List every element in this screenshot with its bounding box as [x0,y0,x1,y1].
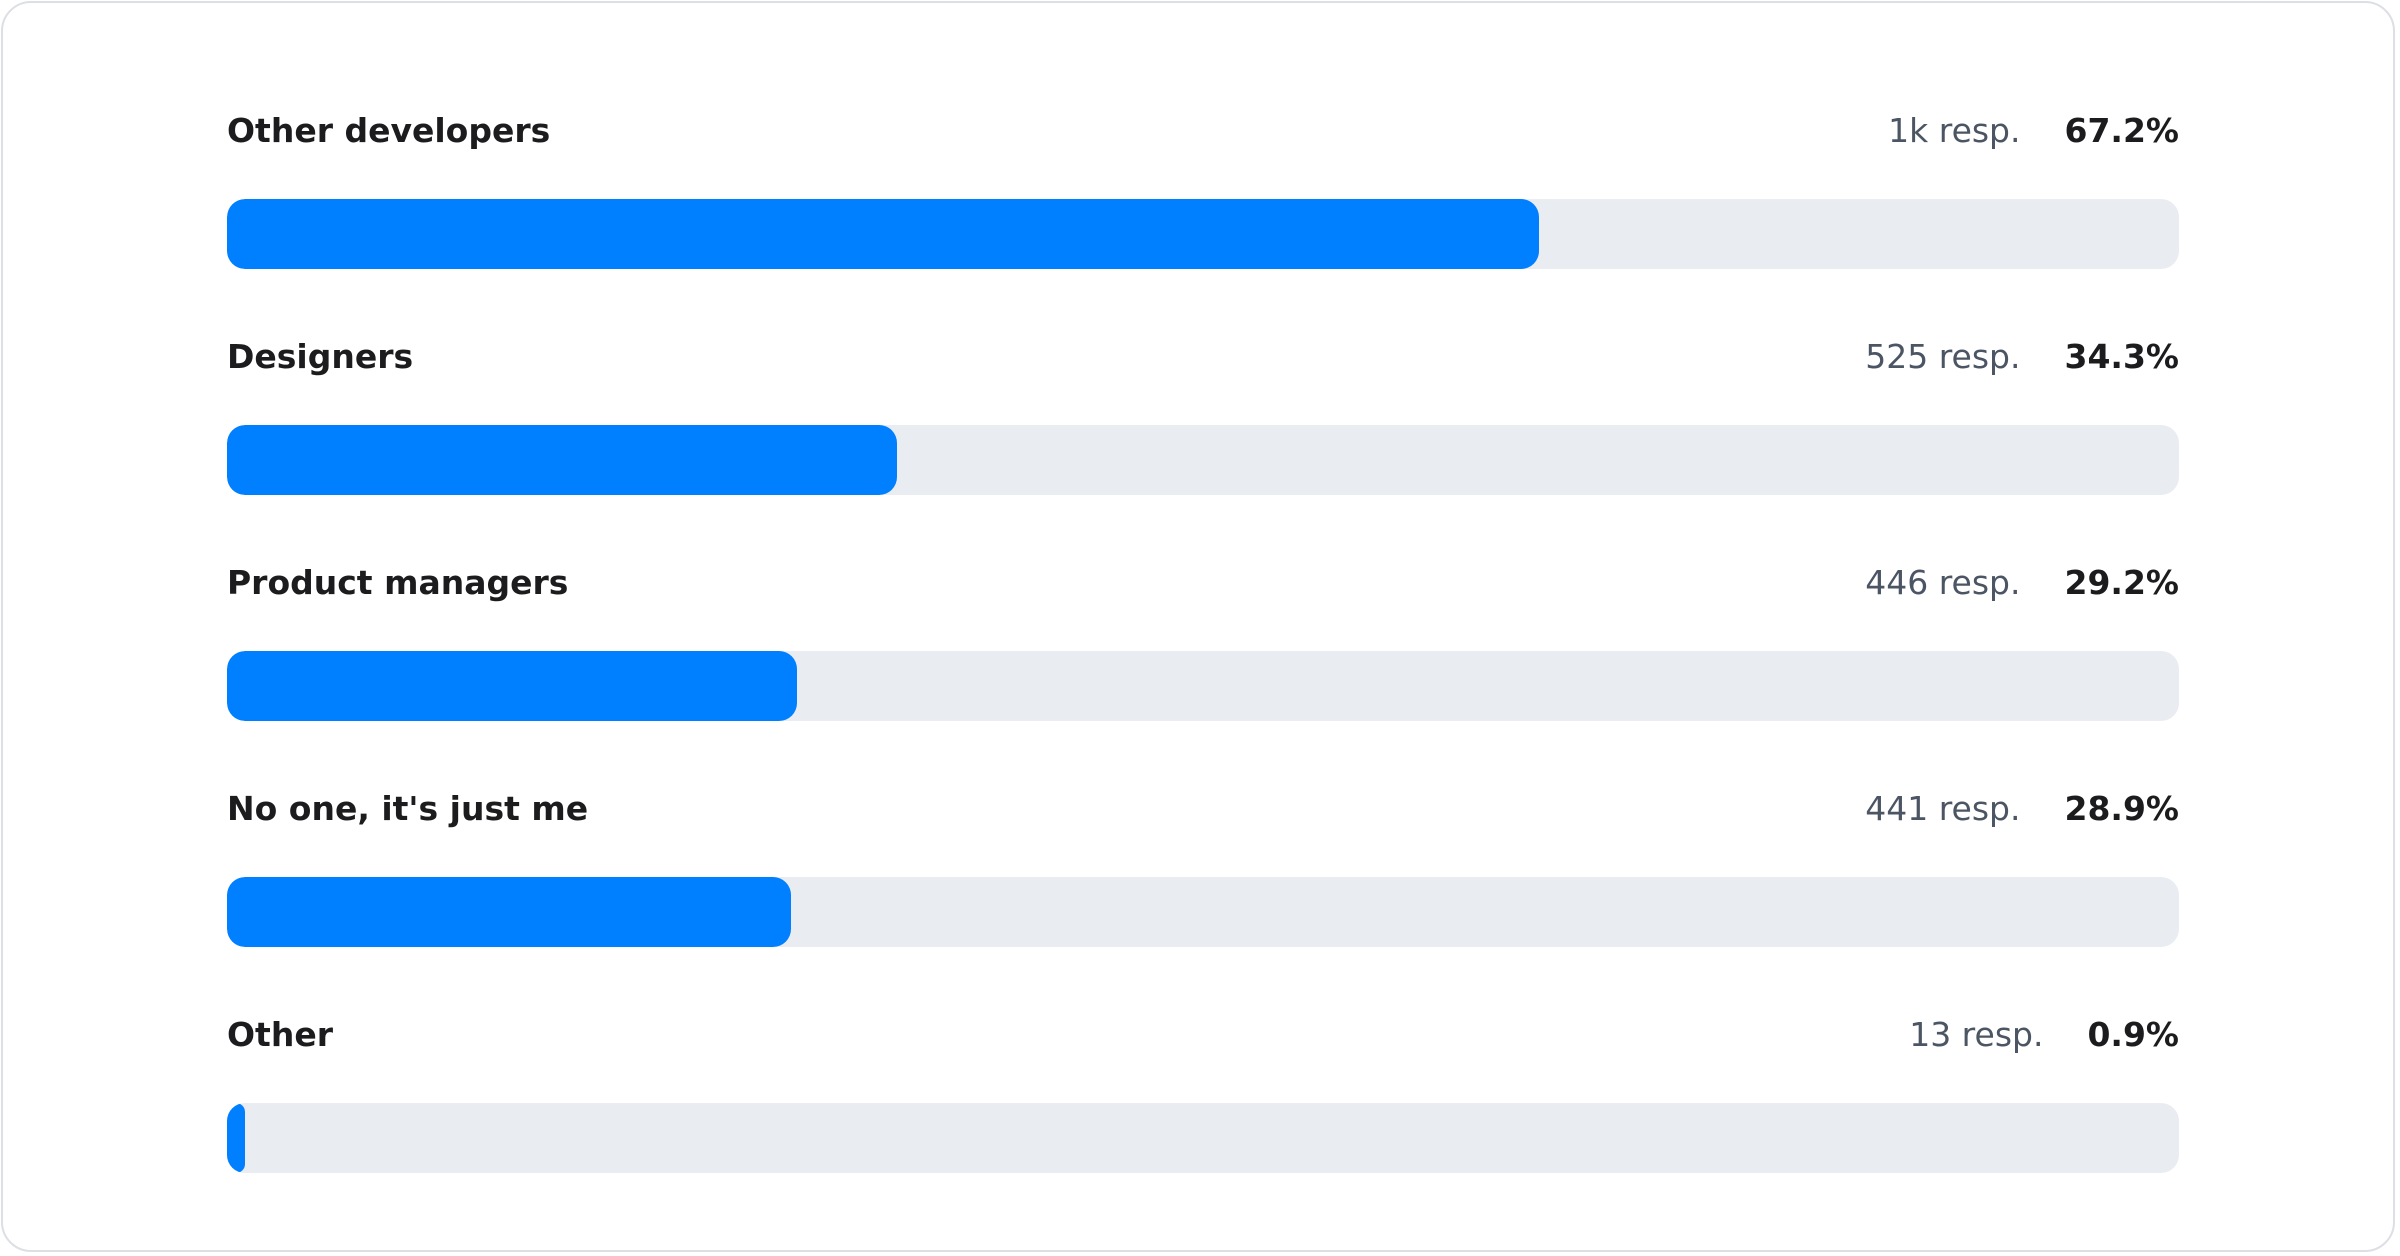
bar-fill [227,425,897,495]
bar-row: No one, it's just me 441 resp. 28.9% [227,779,2179,1005]
bar-fill [227,651,797,721]
response-count: 525 resp. [1865,336,2021,376]
bar-track [227,651,2179,721]
bar-row: Product managers 446 resp. 29.2% [227,553,2179,779]
bar-header: Product managers 446 resp. 29.2% [227,553,2179,611]
bar-header: No one, it's just me 441 resp. 28.9% [227,779,2179,837]
category-label: Other [227,1014,333,1054]
bar-track [227,425,2179,495]
response-count: 1k resp. [1888,110,2021,150]
category-label: Other developers [227,110,551,150]
bar-stats: 13 resp. 0.9% [1909,1015,2179,1054]
bar-list: Other developers 1k resp. 67.2% Designer… [227,101,2179,1203]
category-label: Designers [227,336,414,376]
percent-label: 34.3% [2064,336,2180,376]
bar-row: Other 13 resp. 0.9% [227,991,2179,1203]
bar-track [227,1103,2179,1173]
bar-row: Designers 525 resp. 34.3% [227,327,2179,553]
category-label: No one, it's just me [227,788,589,828]
response-count: 446 resp. [1865,562,2021,602]
percent-label: 29.2% [2064,562,2180,602]
response-count: 441 resp. [1865,788,2021,828]
bar-stats: 1k resp. 67.2% [1888,111,2179,150]
bar-stats: 446 resp. 29.2% [1865,563,2179,602]
bar-row: Other developers 1k resp. 67.2% [227,101,2179,327]
percent-label: 28.9% [2064,788,2180,828]
bar-fill [227,877,792,947]
bar-header: Other 13 resp. 0.9% [227,1005,2179,1063]
bar-fill [227,199,1539,269]
bar-header: Other developers 1k resp. 67.2% [227,101,2179,159]
bar-stats: 525 resp. 34.3% [1865,337,2179,376]
percent-label: 0.9% [2087,1014,2179,1054]
bar-stats: 441 resp. 28.9% [1865,789,2179,828]
bar-track [227,199,2179,269]
response-count: 13 resp. [1909,1014,2044,1054]
bar-track [227,877,2179,947]
percent-label: 67.2% [2064,110,2180,150]
bar-fill [227,1103,245,1173]
category-label: Product managers [227,562,569,602]
bar-header: Designers 525 resp. 34.3% [227,327,2179,385]
